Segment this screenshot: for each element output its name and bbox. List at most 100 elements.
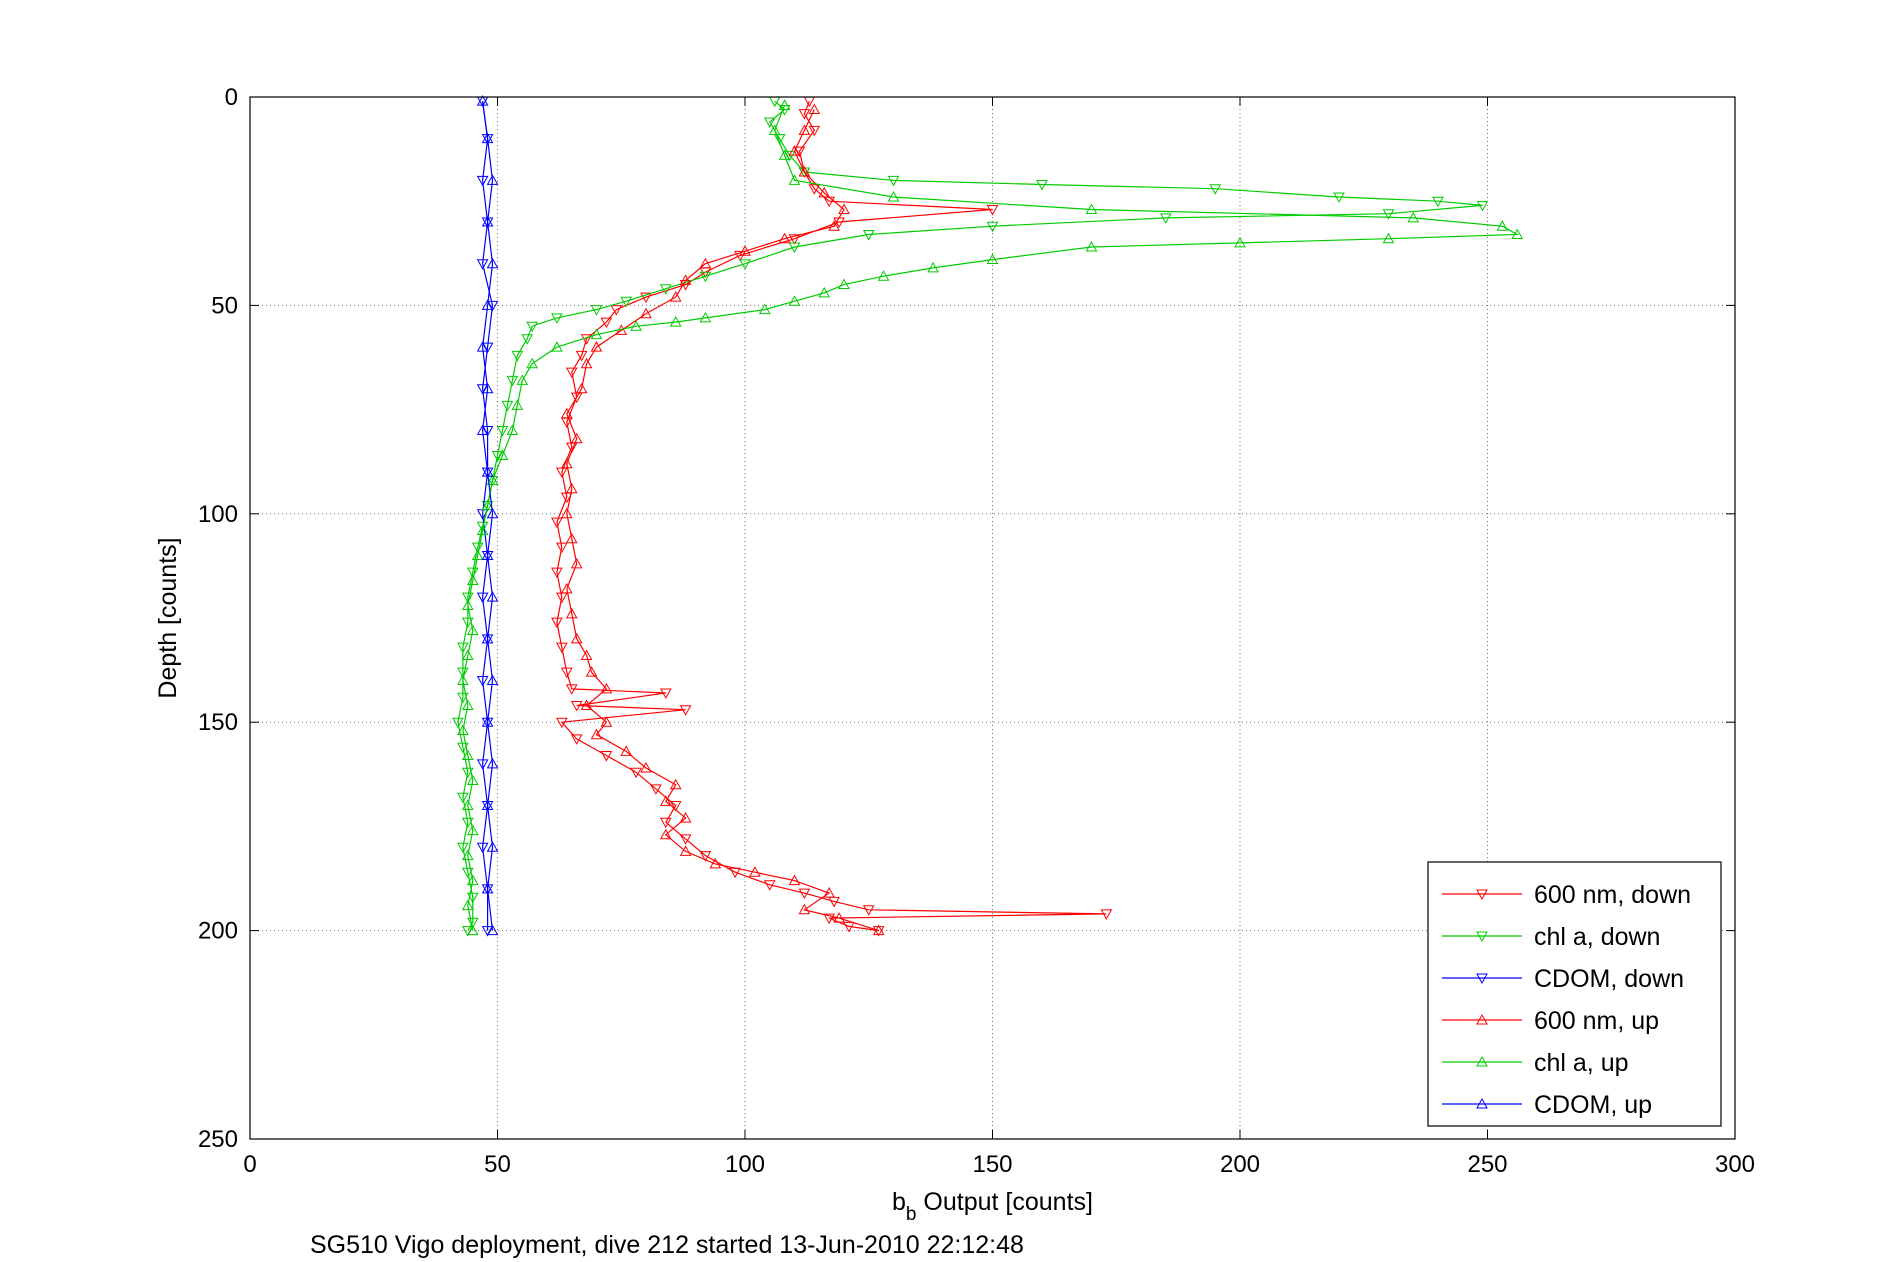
legend-marker [1476, 1055, 1488, 1067]
data-point [461, 649, 474, 661]
data-point [476, 759, 489, 770]
data-point [461, 749, 474, 761]
data-point [551, 567, 563, 579]
data-point [659, 284, 672, 295]
data-point [823, 887, 835, 898]
series-line [556, 100, 1107, 932]
data-point [788, 174, 801, 185]
legend-label: CDOM, up [1534, 1091, 1652, 1119]
data-point [516, 374, 529, 385]
data-point [669, 316, 682, 327]
legend-label: 600 nm, up [1534, 1007, 1659, 1035]
data-point [818, 186, 831, 198]
data-point [551, 313, 563, 324]
legend-label: chl a, down [1534, 923, 1660, 951]
data-point [461, 817, 474, 829]
data-point [788, 874, 801, 886]
data-point [788, 145, 801, 156]
data-point [669, 291, 682, 302]
data-point [749, 866, 761, 877]
data-point [486, 841, 499, 852]
data-point [778, 149, 791, 160]
legend-label: chl a, up [1534, 1049, 1629, 1077]
data-point [887, 175, 900, 187]
y-axis-label: Depth [counts] [154, 537, 182, 698]
data-point [585, 666, 598, 677]
x-tick-label: 50 [484, 1151, 511, 1178]
y-tick-label: 250 [198, 1126, 238, 1153]
data-point [486, 924, 499, 936]
data-point [823, 913, 835, 925]
data-point [570, 557, 583, 569]
data-point [640, 762, 652, 773]
series-chl-a-up [457, 99, 1524, 936]
legend: 600 nm, down chl a, down CDOM, down 600 nm,… [1427, 861, 1722, 1127]
data-point [457, 792, 469, 804]
legend-marker [1476, 1097, 1488, 1109]
series-line [481, 101, 494, 931]
data-point [481, 342, 494, 354]
x-tick-label: 150 [972, 1151, 1012, 1178]
legend-label: 600 nm, down [1534, 881, 1691, 909]
data-point [630, 767, 642, 779]
data-point [461, 617, 474, 629]
data-point [640, 292, 652, 304]
data-point [570, 432, 583, 444]
data-point [808, 103, 821, 115]
x-tick-label: 200 [1220, 1151, 1260, 1178]
data-point [709, 857, 722, 869]
data-point [620, 296, 633, 308]
data-point [476, 521, 489, 533]
data-point [699, 851, 712, 862]
data-point [457, 692, 469, 704]
data-point [986, 221, 999, 233]
data-point [818, 286, 831, 298]
data-point [457, 642, 469, 654]
series-line [566, 109, 879, 932]
data-point [1234, 236, 1246, 248]
data-point [610, 305, 623, 316]
data-point [551, 341, 563, 352]
data-point [486, 257, 499, 269]
data-point [565, 607, 578, 619]
data-point [793, 146, 806, 158]
data-point [679, 705, 692, 716]
data-point [476, 259, 489, 270]
x-tick-label: 100 [725, 1151, 765, 1178]
x-tick-label: 300 [1715, 1151, 1755, 1178]
data-point [669, 801, 682, 812]
data-point [496, 425, 509, 437]
data-point [526, 357, 538, 369]
data-point [580, 357, 593, 369]
data-point [521, 334, 534, 345]
data-point [590, 728, 603, 740]
x-tick-label: 250 [1467, 1151, 1507, 1178]
data-point [481, 632, 494, 644]
data-point [481, 299, 494, 310]
data-point [590, 341, 603, 352]
data-point [699, 311, 712, 323]
data-point [511, 399, 524, 410]
data-point [560, 667, 573, 679]
data-point [650, 784, 662, 795]
data-point [481, 499, 494, 510]
data-point [590, 328, 603, 340]
data-point [679, 834, 692, 845]
y-tick-label: 200 [198, 918, 238, 945]
data-point [1476, 200, 1489, 212]
data-point [481, 216, 494, 227]
data-point [466, 567, 479, 579]
data-point [466, 917, 479, 929]
data-point [788, 242, 801, 254]
data-point [565, 532, 578, 544]
data-point [486, 474, 499, 485]
data-point [640, 307, 652, 319]
y-tick-label: 100 [198, 501, 238, 528]
data-point [1209, 184, 1222, 195]
data-point [1100, 909, 1113, 920]
data-point [551, 517, 563, 529]
series-chl-a-down [452, 96, 1489, 937]
data-point [481, 425, 494, 437]
data-point [575, 350, 588, 362]
